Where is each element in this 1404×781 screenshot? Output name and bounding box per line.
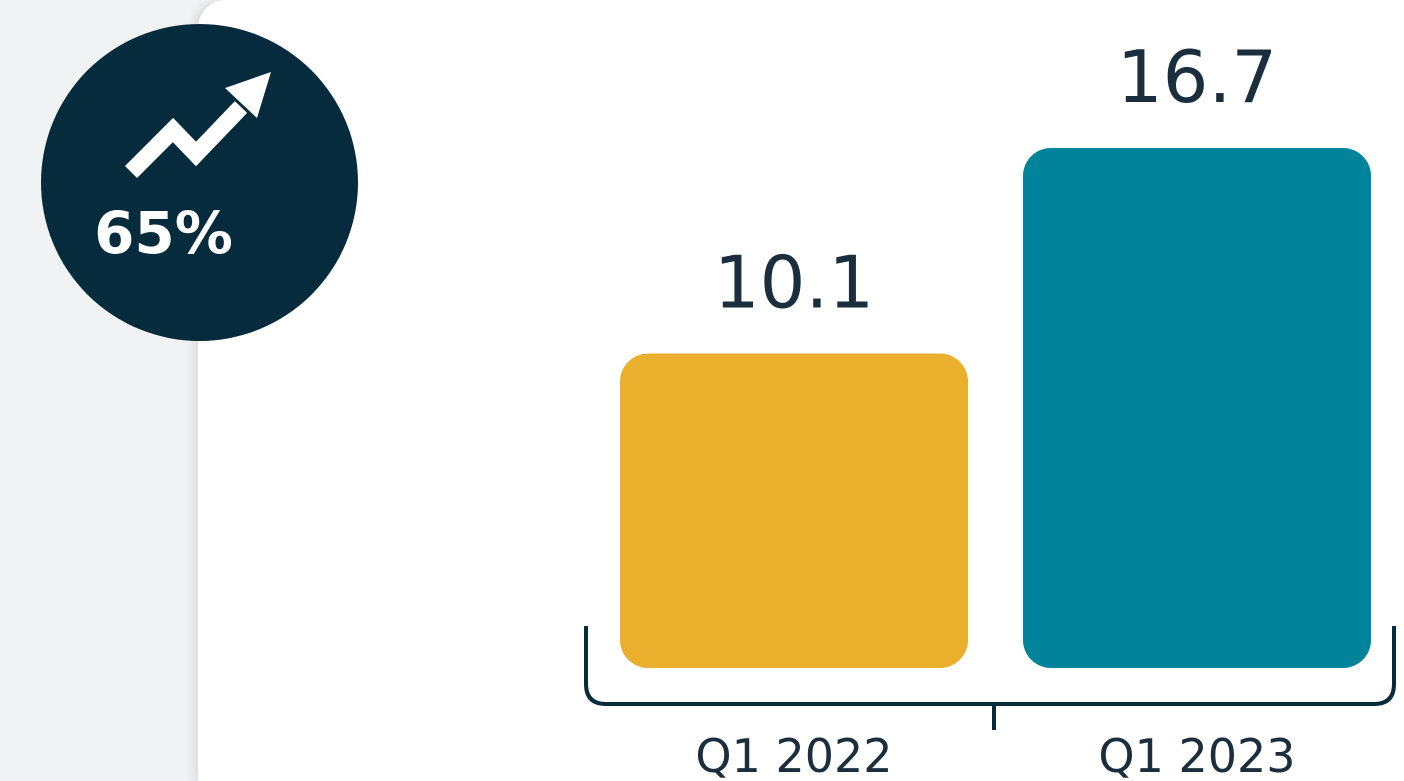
bar-1 (620, 353, 968, 668)
category-label-1: Q1 2022 (695, 729, 892, 781)
category-bracket (584, 626, 1396, 706)
growth-percent: 65% (94, 199, 233, 267)
trend-up-arrow-icon (124, 72, 271, 179)
growth-badge: 65% (41, 24, 358, 341)
bars-layer: 10.1 16.7 (620, 35, 1371, 668)
category-label-2: Q1 2023 (1098, 729, 1295, 781)
value-label-1: 10.1 (714, 241, 874, 325)
ticks-layer: Q1 2022 Q1 2023 (695, 729, 1295, 781)
bar-2 (1023, 148, 1371, 668)
value-label-2: 16.7 (1117, 35, 1277, 119)
